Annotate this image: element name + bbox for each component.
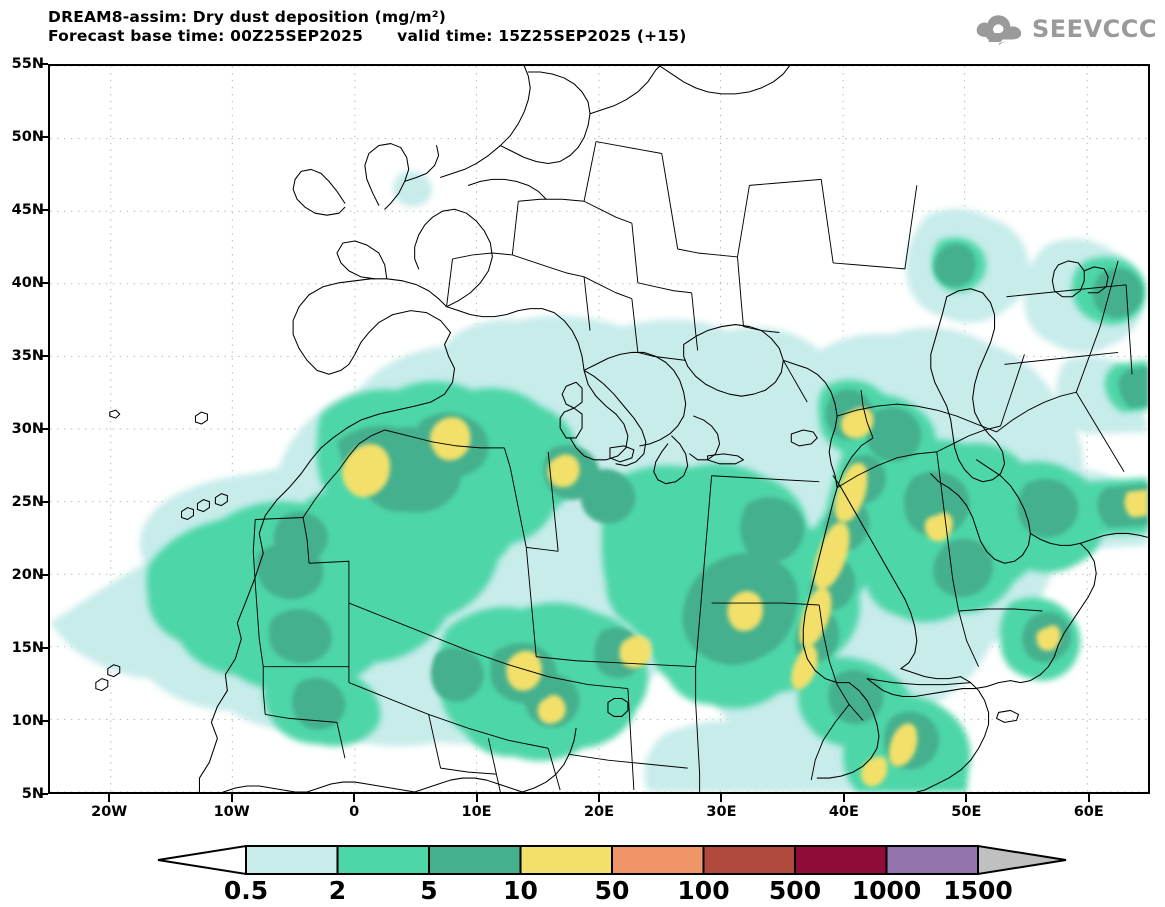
colorbar-band [245, 845, 339, 875]
x-tick-mark [1087, 794, 1090, 802]
y-tick-label: 10N [11, 713, 44, 729]
y-tick-label: 5N [21, 786, 44, 802]
y-tick-label: 25N [11, 494, 44, 510]
x-tick-label: 10W [213, 804, 250, 820]
cloud-icon [976, 15, 1022, 46]
colorbar-under-arrow [157, 844, 247, 876]
y-tick-label: 55N [11, 56, 44, 72]
x-tick-label: 50E [951, 804, 982, 820]
y-tick-mark [40, 574, 48, 576]
y-tick-mark [40, 501, 48, 503]
x-tick-mark [842, 794, 845, 802]
colorbar-band [611, 845, 705, 875]
x-tick-label: 20E [583, 804, 615, 820]
x-tick-mark [598, 794, 600, 802]
colorbar-swatches [157, 844, 1067, 876]
colorbar-tick-label: 500 [768, 876, 822, 905]
colorbar-band [702, 845, 796, 875]
colorbar-over-arrow [977, 844, 1067, 876]
map-coastlines [95, 66, 1148, 792]
page-title: DREAM8-assim: Dry dust deposition (mg/m²… [48, 8, 447, 26]
y-tick-label: 30N [11, 421, 44, 437]
y-tick-label: 45N [11, 202, 44, 218]
valid-time-label: valid time: 15Z25SEP2025 (+15) [397, 27, 687, 45]
colorbar: 0.5 2 5 10 50 100 500 1000 1500 [0, 840, 1165, 907]
x-tick-mark [475, 794, 478, 802]
y-tick-mark [40, 793, 48, 795]
colorbar-band [885, 845, 979, 875]
colorbar-band [519, 845, 613, 875]
colorbar-tick-label: 10 [503, 876, 538, 905]
logo-text: SEEVCCC [1032, 15, 1157, 43]
colorbar-tick-label: 50 [594, 876, 630, 905]
y-tick-label: 20N [11, 567, 44, 583]
colorbar-tick-label: 5 [420, 876, 438, 905]
x-tick-label: 30E [706, 804, 737, 820]
x-tick-label: 40E [828, 804, 859, 820]
y-tick-mark [40, 355, 48, 357]
dust-deposition-map [50, 66, 1148, 792]
x-tick-mark [720, 794, 723, 802]
y-tick-mark [40, 282, 48, 284]
colorbar-tick-label: 100 [677, 876, 730, 905]
map-country-borders [252, 141, 1133, 792]
y-tick-mark [40, 428, 48, 430]
y-tick-mark [40, 647, 48, 649]
x-tick-label: 10E [461, 804, 492, 820]
seevccc-logo: SEEVCCC [973, 10, 1157, 48]
y-tick-mark [40, 209, 48, 211]
y-tick-mark [40, 720, 48, 722]
map-plot-area [48, 64, 1150, 794]
x-tick-label: 60E [1073, 804, 1104, 820]
colorbar-tick-label: 1000 [851, 876, 922, 905]
base-time-label: Forecast base time: 00Z25SEP2025 [48, 27, 364, 45]
x-tick-label: 0 [349, 804, 360, 820]
colorbar-tick-label: 2 [328, 876, 347, 905]
y-tick-label: 50N [11, 129, 44, 145]
x-tick-mark [108, 794, 111, 802]
colorbar-tick-label: 0.5 [223, 876, 269, 905]
x-tick-label: 20W [91, 804, 128, 820]
chart-title-block: DREAM8-assim: Dry dust deposition (mg/m²… [48, 8, 1008, 46]
dust-band-10-to-50 [342, 407, 1148, 787]
y-tick-mark [40, 63, 48, 65]
colorbar-tick-label: 1500 [943, 876, 1013, 905]
x-tick-mark [230, 794, 233, 802]
y-tick-label: 35N [11, 348, 44, 364]
colorbar-band [428, 845, 522, 875]
y-tick-mark [40, 136, 48, 138]
y-tick-label: 15N [11, 640, 44, 656]
x-tick-mark [965, 794, 968, 802]
colorbar-band [336, 845, 430, 875]
colorbar-band [794, 845, 888, 875]
y-tick-label: 40N [11, 275, 44, 291]
x-tick-mark [353, 794, 356, 802]
forecast-time-line: Forecast base time: 00Z25SEP2025 valid ti… [48, 27, 1008, 46]
